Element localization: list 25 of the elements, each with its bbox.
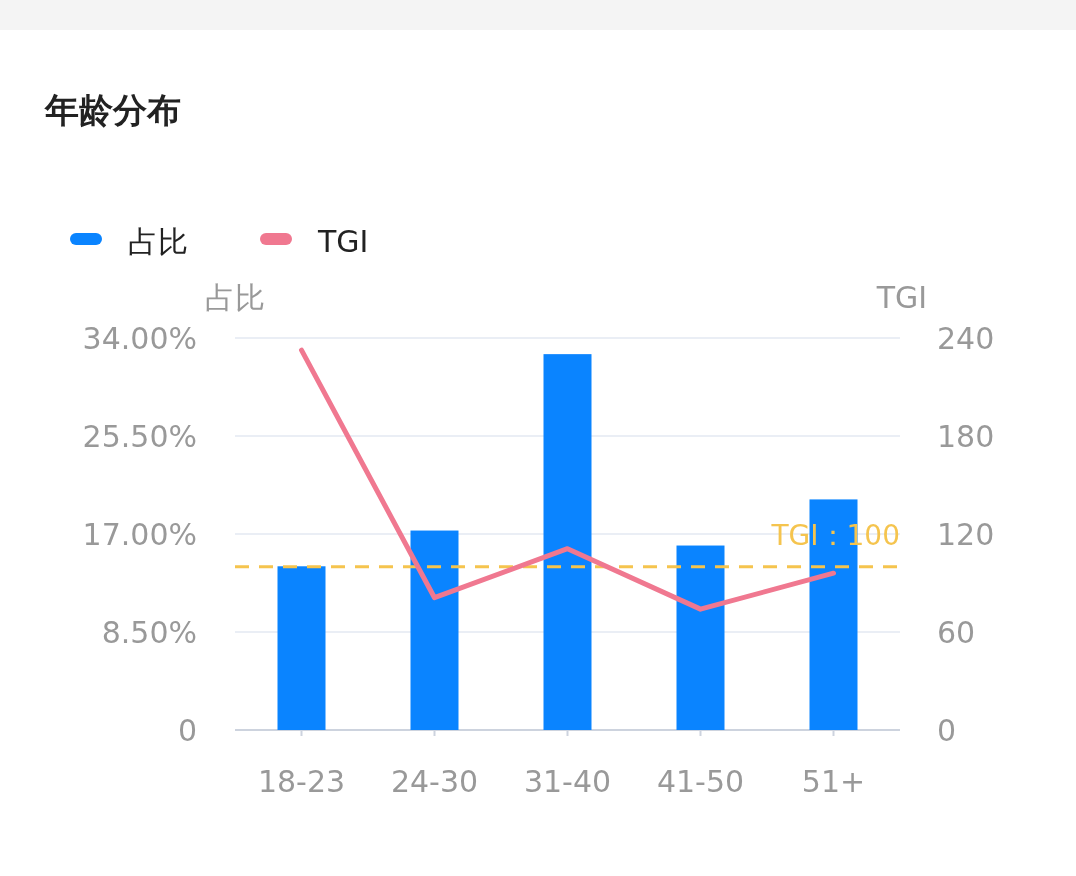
x-tick-label: 31-40 — [523, 764, 612, 799]
y2-tick-label: 0 — [937, 713, 957, 748]
x-tick-label: 41-50 — [656, 764, 745, 799]
y-tick-label: 0 — [177, 713, 197, 748]
x-tick-label: 18-23 — [257, 764, 346, 799]
legend-label: 占比 — [128, 224, 188, 259]
y2-tick-label: 60 — [937, 615, 976, 650]
bar — [410, 530, 459, 730]
y2-tick-label: 120 — [937, 517, 995, 552]
y-tick-label: 17.00% — [82, 517, 197, 552]
y-tick-label: 34.00% — [82, 321, 197, 356]
bar — [676, 545, 725, 730]
y2-axis-title: TGI — [875, 280, 928, 315]
y2-tick-label: 180 — [937, 419, 995, 454]
y2-tick-label: 240 — [937, 321, 995, 356]
x-tick-label: 24-30 — [390, 764, 479, 799]
legend-label: TGI — [317, 224, 369, 259]
bar — [543, 354, 592, 730]
chart-title: 年龄分布 — [44, 90, 181, 130]
y-axis-title: 占比 — [205, 280, 265, 315]
bar — [277, 566, 326, 730]
legend-占比: 占比 — [70, 224, 188, 259]
x-tick-label: 51+ — [801, 764, 866, 799]
y-tick-label: 8.50% — [101, 615, 197, 650]
y-tick-label: 25.50% — [82, 419, 197, 454]
